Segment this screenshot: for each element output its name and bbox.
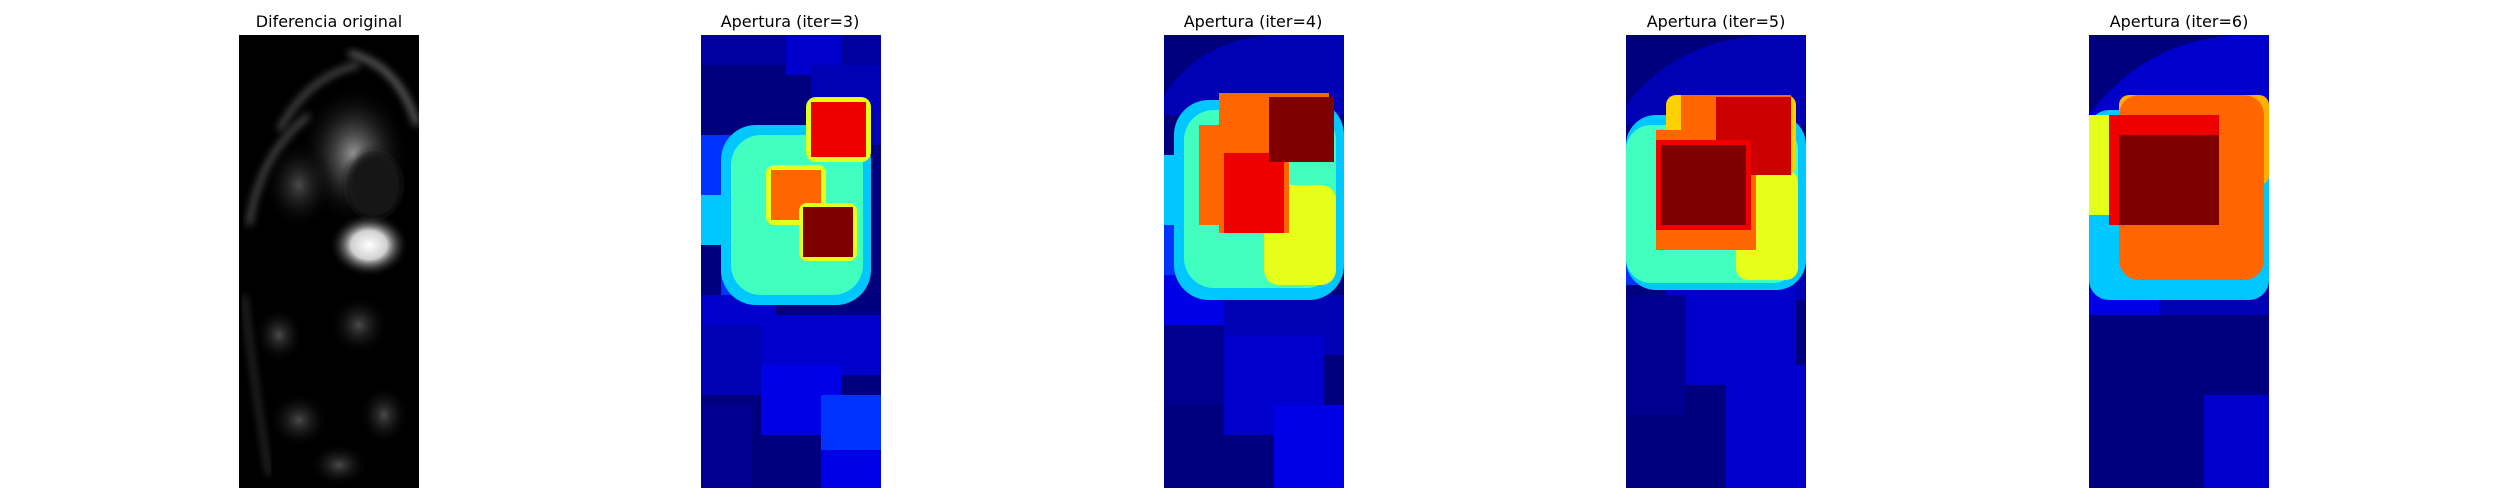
panel-title-iter3: Apertura (iter=3) bbox=[720, 12, 860, 31]
original-difference-image bbox=[239, 35, 419, 488]
panel-title-iter5: Apertura (iter=5) bbox=[1646, 12, 1786, 31]
opening-iter6-image bbox=[2089, 35, 2269, 488]
panel-title-iter4: Apertura (iter=4) bbox=[1183, 12, 1323, 31]
panel-title-original: Diferencia original bbox=[255, 12, 403, 31]
panel-title-iter6: Apertura (iter=6) bbox=[2109, 12, 2249, 31]
opening-iter4-image bbox=[1164, 35, 1344, 488]
opening-iter5-image bbox=[1626, 35, 1806, 488]
opening-iter3-image bbox=[701, 35, 881, 488]
